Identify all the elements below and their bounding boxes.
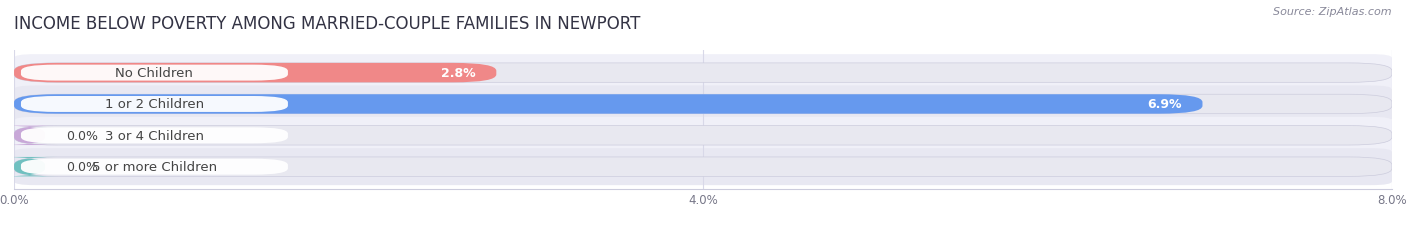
FancyBboxPatch shape [14,117,1392,154]
Text: 1 or 2 Children: 1 or 2 Children [105,98,204,111]
Text: 6.9%: 6.9% [1147,98,1182,111]
FancyBboxPatch shape [14,55,1392,92]
FancyBboxPatch shape [21,159,288,175]
Text: 3 or 4 Children: 3 or 4 Children [105,129,204,142]
FancyBboxPatch shape [14,157,1392,177]
Text: 2.8%: 2.8% [441,67,475,80]
FancyBboxPatch shape [21,128,288,144]
FancyBboxPatch shape [14,126,1392,145]
FancyBboxPatch shape [21,97,288,112]
FancyBboxPatch shape [14,64,496,83]
FancyBboxPatch shape [1,157,58,177]
FancyBboxPatch shape [1,126,58,145]
FancyBboxPatch shape [14,95,1202,114]
Text: Source: ZipAtlas.com: Source: ZipAtlas.com [1274,7,1392,17]
Text: INCOME BELOW POVERTY AMONG MARRIED-COUPLE FAMILIES IN NEWPORT: INCOME BELOW POVERTY AMONG MARRIED-COUPL… [14,15,641,33]
Text: No Children: No Children [115,67,194,80]
FancyBboxPatch shape [14,95,1392,114]
FancyBboxPatch shape [14,149,1392,185]
FancyBboxPatch shape [14,86,1392,123]
Text: 0.0%: 0.0% [66,161,98,173]
Text: 0.0%: 0.0% [66,129,98,142]
Text: 5 or more Children: 5 or more Children [91,161,217,173]
FancyBboxPatch shape [14,64,1392,83]
FancyBboxPatch shape [21,65,288,81]
